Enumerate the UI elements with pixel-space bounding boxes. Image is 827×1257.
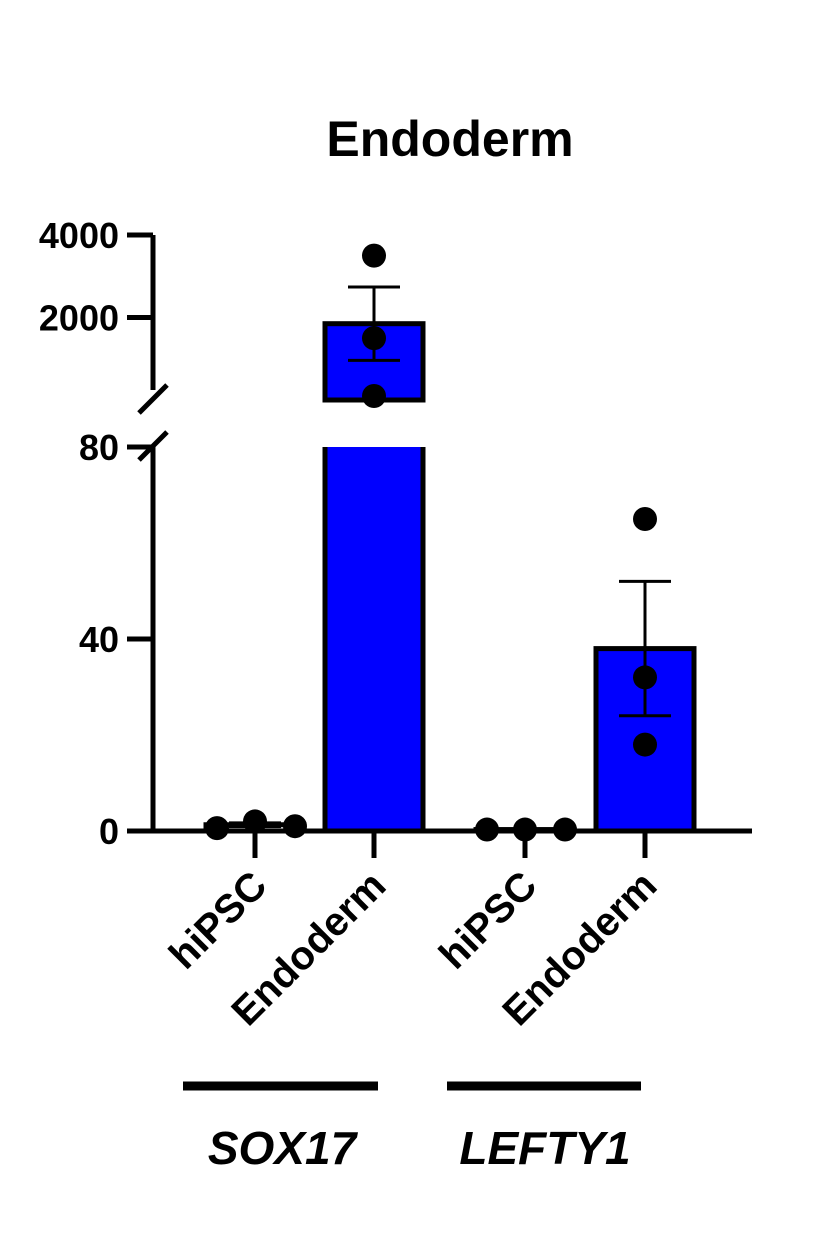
x-tick-label: hiPSC (431, 863, 545, 977)
data-point (283, 814, 307, 839)
data-point (205, 816, 229, 841)
data-point (362, 384, 386, 408)
axis-break-mark (137, 383, 169, 415)
x-tick-label: hiPSC (161, 863, 275, 977)
data-point (633, 507, 657, 531)
y-tick-label: 40 (79, 619, 119, 660)
y-tick-label: 0 (99, 811, 119, 852)
data-point (243, 809, 267, 834)
chart-title: Endoderm (326, 111, 573, 167)
group-label: SOX17 (208, 1122, 359, 1174)
y-tick-label: 4000 (39, 215, 119, 256)
bar (327, 447, 421, 831)
data-point (362, 326, 386, 351)
y-tick-label: 80 (79, 427, 119, 468)
y-tick-label: 2000 (39, 298, 119, 339)
data-point (362, 243, 386, 268)
data-point (633, 665, 657, 690)
group-label: LEFTY1 (459, 1122, 630, 1174)
data-point (633, 732, 657, 757)
